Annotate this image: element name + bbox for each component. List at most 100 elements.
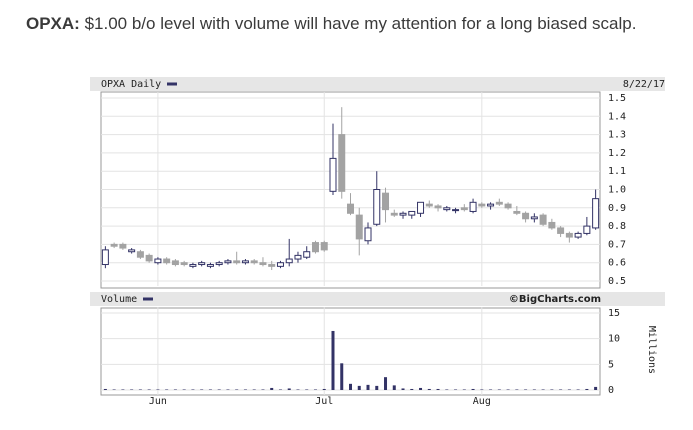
volume-bar (401, 388, 405, 390)
volume-bar (138, 389, 142, 390)
volume-bar (165, 389, 169, 390)
candle-body (557, 227, 565, 234)
volume-bar (349, 383, 352, 390)
volume-bar (182, 389, 186, 390)
volume-bar (585, 388, 589, 390)
y-tick-label: 1.4 (608, 111, 626, 122)
candle-body (530, 216, 538, 220)
candle-body (574, 232, 582, 238)
candle-body (347, 203, 354, 214)
candle-body (206, 264, 214, 267)
volume-bar (524, 389, 528, 390)
x-tick-label: Jun (149, 396, 167, 407)
header-bar (90, 292, 665, 306)
volume-bar (384, 377, 388, 390)
volume-frame (100, 307, 601, 396)
candle-body (390, 212, 398, 216)
volume-bar (357, 385, 361, 390)
volume-bar (217, 389, 221, 390)
x-tick-label: Aug (473, 396, 491, 407)
candle-body (495, 201, 503, 205)
volume-bar (594, 386, 598, 390)
candle-body (478, 203, 486, 207)
volume-bar (392, 385, 396, 390)
candle-body (513, 210, 521, 214)
volume-bar (366, 384, 370, 390)
y-tick-label: 0.7 (608, 239, 626, 250)
candle-body (285, 258, 293, 264)
y-tick-label: 0 (608, 385, 614, 396)
y-axis-label: Millions (646, 326, 657, 374)
candle-body (338, 134, 346, 192)
candle-body (311, 242, 319, 253)
candle-body (180, 262, 188, 266)
candle-body (171, 260, 179, 266)
candle-body (215, 262, 223, 266)
volume-bar (340, 363, 344, 390)
volume-bar (410, 388, 414, 390)
chart-date: 8/22/17 (623, 79, 665, 90)
candle-body (382, 192, 390, 211)
volume-bar (454, 389, 458, 390)
candle-body (259, 262, 267, 266)
candle-body (294, 254, 302, 260)
volume-bar (147, 389, 151, 390)
volume-bar (130, 389, 134, 390)
volume-bar (243, 389, 247, 390)
candle-body (408, 210, 416, 216)
candle-body (224, 260, 232, 264)
post-title: OPXA: $1.00 b/o level with volume will h… (26, 14, 636, 34)
candle-body (592, 198, 600, 229)
volume-bar (506, 389, 510, 390)
volume-bar (480, 389, 484, 390)
candle-body (136, 251, 144, 258)
candle-body (189, 264, 197, 267)
candle-body (565, 232, 573, 238)
volume-bar (287, 388, 291, 390)
volume-bar (550, 389, 554, 390)
volume-bar (121, 389, 125, 390)
candle-body (364, 227, 372, 242)
candle-body (250, 260, 258, 264)
volume-bar (576, 389, 580, 390)
volume-bar (278, 389, 282, 390)
volume-bar (445, 389, 449, 390)
candle-body (452, 209, 460, 212)
y-tick-label: 0.6 (608, 258, 626, 269)
candle-body (460, 207, 468, 211)
volume-bar (375, 385, 379, 390)
volume-bar (235, 389, 239, 390)
volume-bar (313, 389, 317, 390)
y-tick-label: 10 (608, 334, 620, 345)
volume-bar (226, 389, 230, 390)
volume-bar (322, 388, 326, 390)
candle-body (241, 260, 249, 264)
source: ©BigCharts.com (509, 294, 601, 305)
header-bar (90, 77, 665, 91)
y-tick-label: 0.9 (608, 203, 626, 214)
candle-body (583, 225, 591, 234)
candle-body (163, 258, 171, 264)
candle-body (268, 264, 276, 267)
volume-bar (331, 330, 335, 390)
volume-bar (471, 388, 475, 390)
volume-bar (208, 389, 212, 390)
candle-body (101, 249, 109, 266)
volume-bar (427, 388, 431, 390)
candle-body (539, 214, 547, 225)
volume-bar (296, 389, 300, 390)
volume-bar (462, 389, 466, 390)
x-tick-label: Jul (315, 396, 333, 407)
candle-body (303, 251, 311, 258)
volume-bar (541, 389, 545, 390)
y-tick-label: 1.2 (608, 148, 626, 159)
volume-bar (252, 389, 256, 390)
candle-body (469, 201, 477, 212)
volume-bar (567, 389, 571, 390)
candle-body (128, 249, 136, 253)
volume-bar (436, 388, 440, 390)
candle-body (198, 262, 206, 266)
candle-body (373, 189, 381, 225)
